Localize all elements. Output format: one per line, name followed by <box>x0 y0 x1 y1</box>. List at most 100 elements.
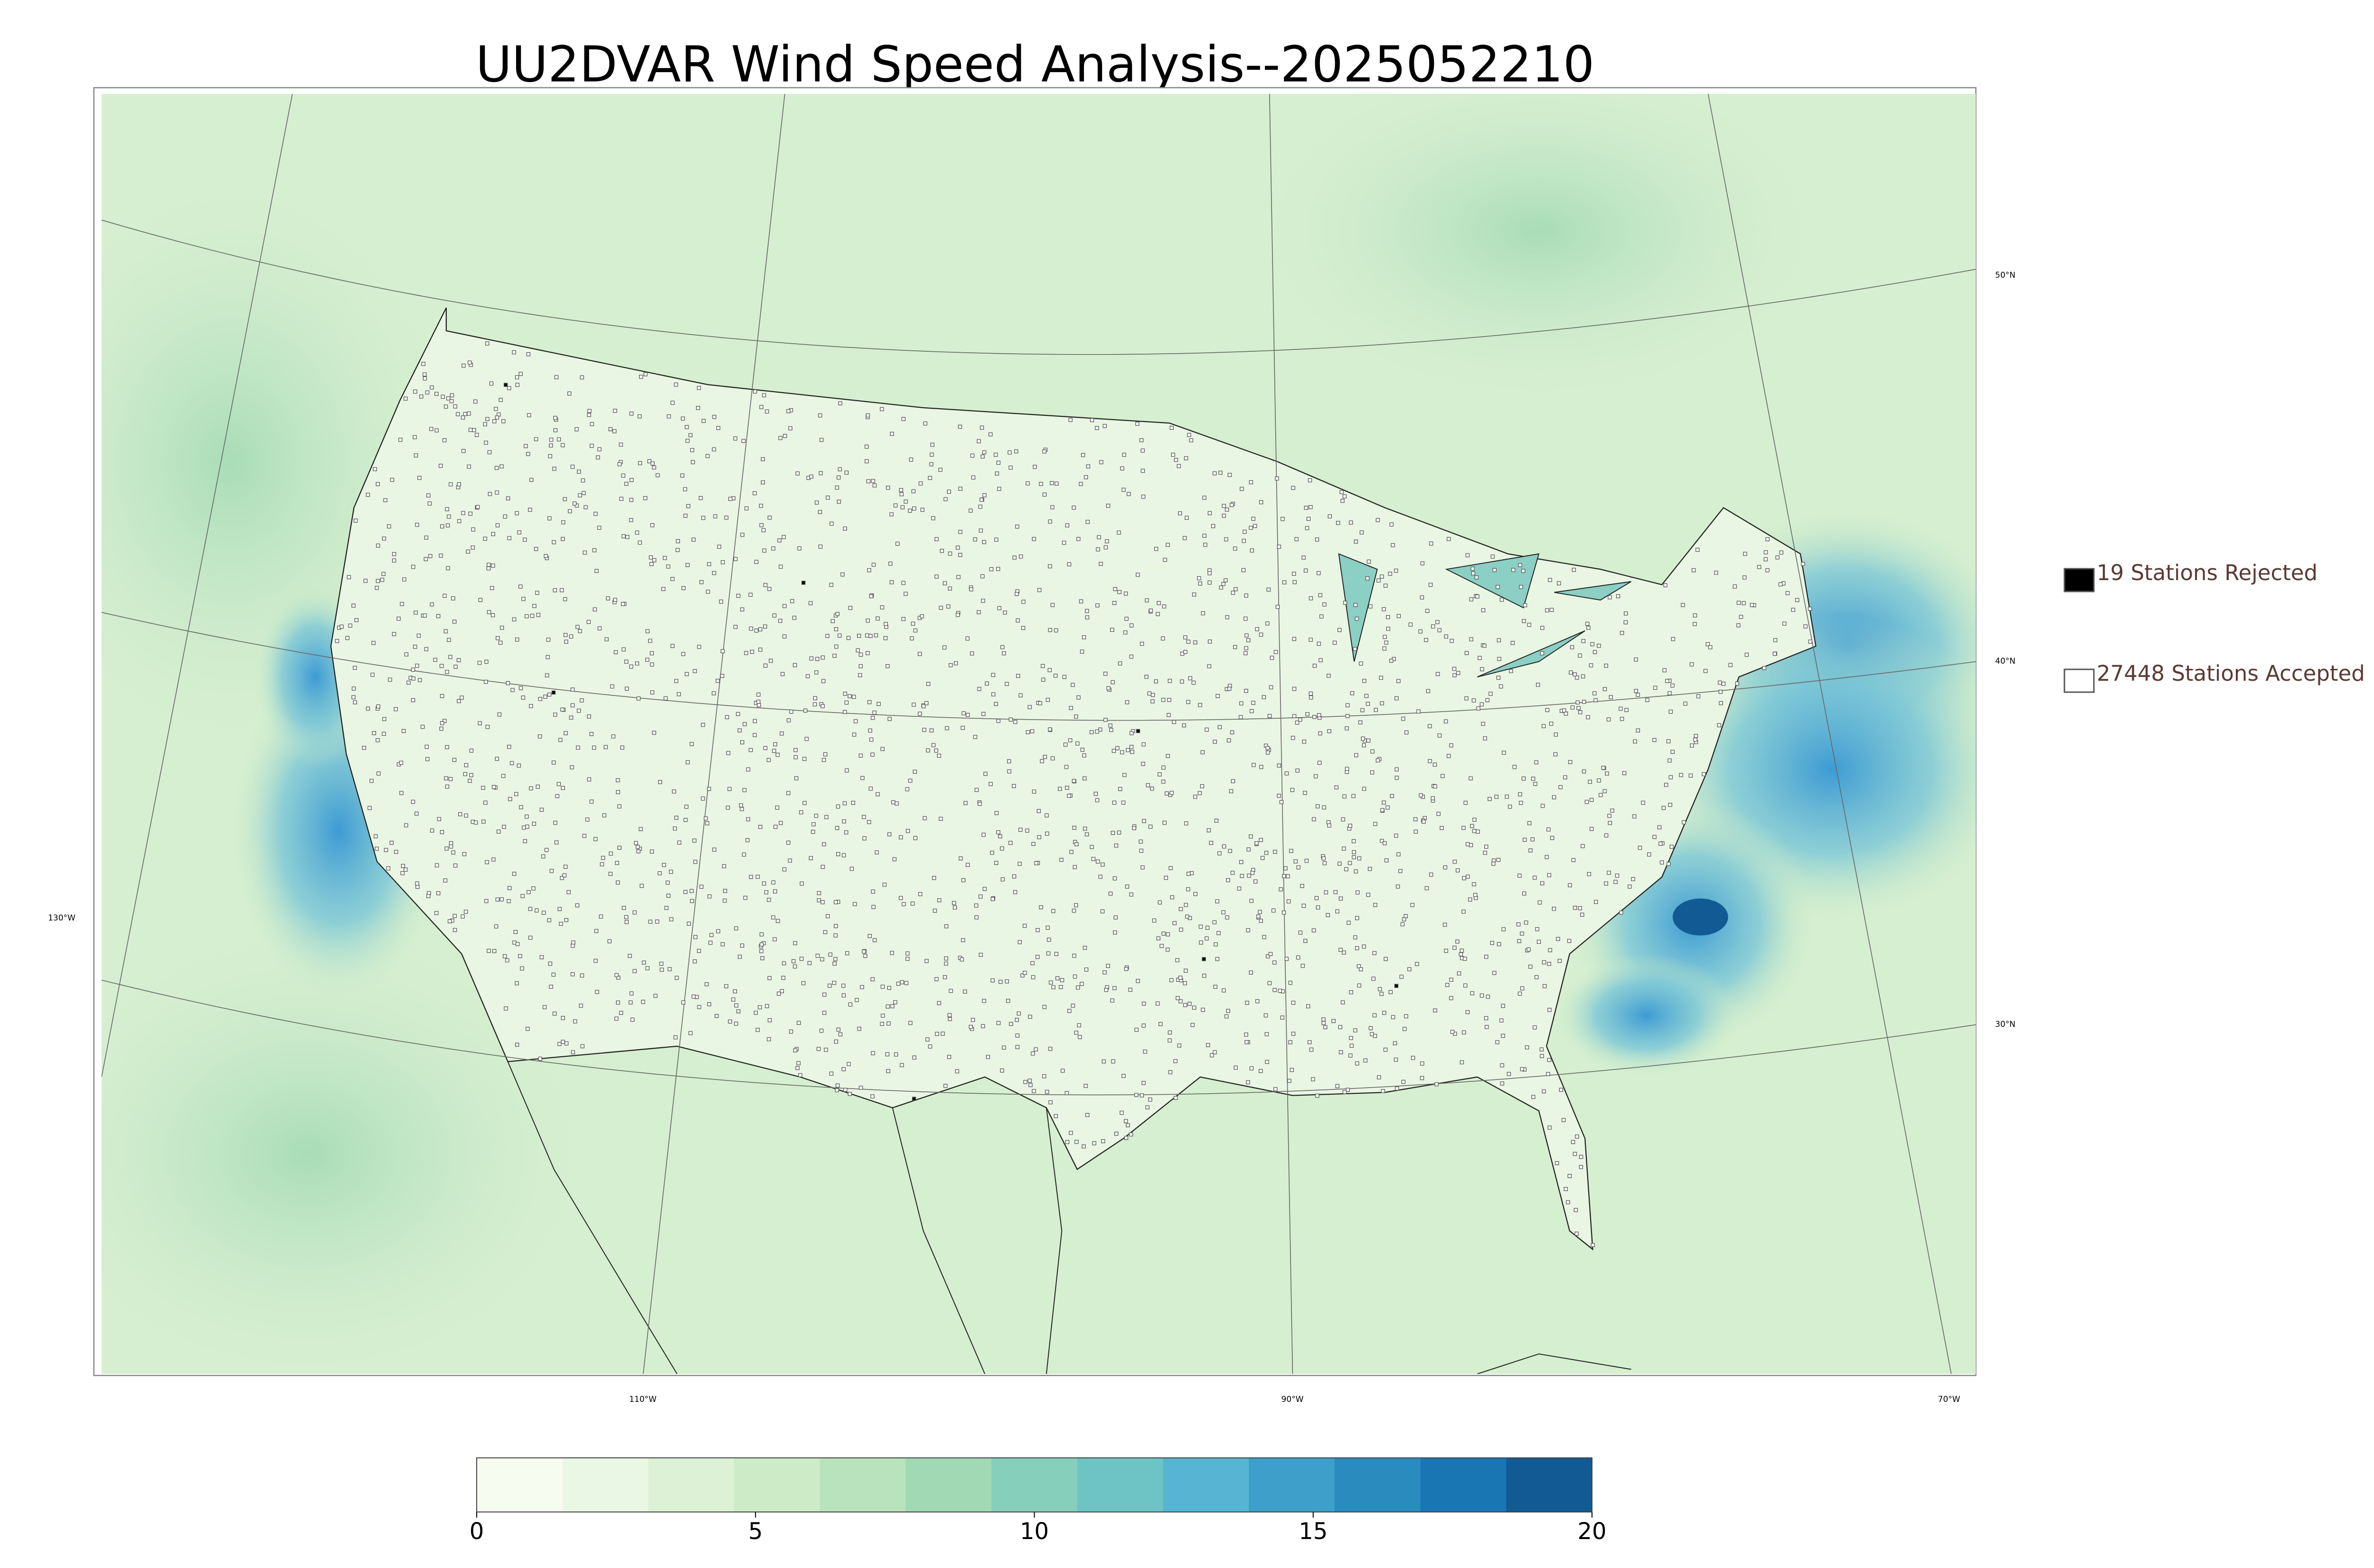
station-marker <box>1121 800 1126 805</box>
station-marker <box>797 1021 801 1025</box>
station-marker <box>896 981 901 986</box>
station-marker <box>1065 523 1070 527</box>
station-marker <box>819 1028 824 1033</box>
station-marker <box>1463 957 1467 961</box>
station-marker <box>1376 578 1381 582</box>
station-marker <box>1447 754 1451 758</box>
station-marker <box>1277 794 1281 798</box>
station-marker <box>681 416 685 421</box>
station-marker <box>466 549 470 554</box>
station-marker <box>1516 922 1521 927</box>
station-marker <box>1093 791 1098 796</box>
station-marker <box>1353 1028 1357 1033</box>
station-marker <box>411 676 415 681</box>
station-marker <box>1110 628 1114 632</box>
station-marker <box>1386 615 1390 620</box>
station-marker <box>615 861 619 865</box>
station-marker <box>963 989 967 994</box>
station-marker <box>871 1051 875 1055</box>
station-marker <box>820 957 824 961</box>
station-marker <box>763 663 768 668</box>
station-marker <box>834 1039 838 1044</box>
station-marker <box>1667 758 1672 763</box>
station-marker <box>1619 706 1623 711</box>
station-marker <box>1559 1088 1564 1092</box>
station-marker <box>720 674 725 678</box>
station-marker <box>942 645 947 650</box>
station-marker <box>541 854 546 859</box>
station-marker <box>956 545 960 550</box>
station-marker <box>1338 948 1343 952</box>
station-marker <box>1591 1243 1595 1247</box>
station-marker <box>701 796 705 801</box>
station-marker <box>464 813 468 818</box>
station-marker <box>792 616 797 620</box>
station-marker <box>575 427 579 432</box>
station-marker <box>1420 1076 1424 1080</box>
station-marker <box>1437 733 1442 738</box>
station-marker <box>532 604 537 608</box>
station-marker <box>1484 1016 1488 1021</box>
station-marker <box>1309 596 1313 601</box>
station-marker <box>1522 619 1526 623</box>
station-marker <box>683 487 688 491</box>
station-marker <box>423 613 427 618</box>
station-marker <box>955 1069 960 1073</box>
station-marker <box>525 814 529 819</box>
station-marker <box>548 961 553 966</box>
station-marker <box>1113 587 1117 592</box>
station-marker <box>780 731 784 736</box>
station-marker <box>501 419 506 423</box>
station-marker <box>1187 1002 1192 1006</box>
station-marker <box>1394 696 1399 701</box>
station-marker <box>1584 799 1589 804</box>
station-marker <box>1375 758 1380 763</box>
station-marker <box>1238 715 1243 719</box>
station-marker <box>755 1028 760 1032</box>
station-marker <box>1324 890 1328 894</box>
station-marker <box>990 897 995 901</box>
station-marker <box>865 459 869 463</box>
station-marker <box>1615 873 1620 878</box>
station-marker <box>1142 819 1146 823</box>
colorbar: 0 5 10 15 20 <box>470 1457 1607 1545</box>
station-marker <box>1683 701 1687 706</box>
station-marker <box>1177 464 1181 469</box>
station-marker <box>1391 1015 1395 1019</box>
station-marker <box>1008 841 1013 845</box>
station-marker <box>1112 601 1117 605</box>
station-marker <box>539 955 544 959</box>
station-marker <box>1570 645 1574 649</box>
station-marker <box>867 568 871 573</box>
station-marker <box>517 530 521 535</box>
station-marker <box>1671 637 1676 641</box>
station-marker <box>1791 608 1795 612</box>
station-marker <box>372 731 377 735</box>
station-marker <box>1266 587 1271 592</box>
station-marker <box>413 435 417 440</box>
station-marker <box>750 649 754 654</box>
station-marker <box>1169 425 1174 430</box>
station-marker <box>1428 724 1432 728</box>
station-marker <box>1134 1093 1139 1097</box>
station-marker <box>658 871 662 875</box>
station-marker <box>1524 920 1528 925</box>
station-marker <box>872 938 877 942</box>
station-marker <box>845 768 849 773</box>
station-marker <box>1207 639 1212 644</box>
station-marker <box>980 498 984 502</box>
station-marker <box>893 1000 897 1005</box>
station-marker <box>759 504 763 508</box>
station-marker <box>650 849 654 854</box>
station-marker <box>681 1000 686 1005</box>
station-marker <box>733 625 738 629</box>
station-marker <box>515 383 519 387</box>
station-marker <box>1312 715 1317 719</box>
station-marker <box>1470 566 1475 571</box>
colorbar-band <box>1420 1458 1507 1512</box>
station-marker <box>834 924 838 929</box>
station-marker <box>834 900 838 904</box>
station-marker <box>761 457 765 461</box>
station-marker <box>625 535 630 539</box>
station-marker <box>691 995 696 999</box>
